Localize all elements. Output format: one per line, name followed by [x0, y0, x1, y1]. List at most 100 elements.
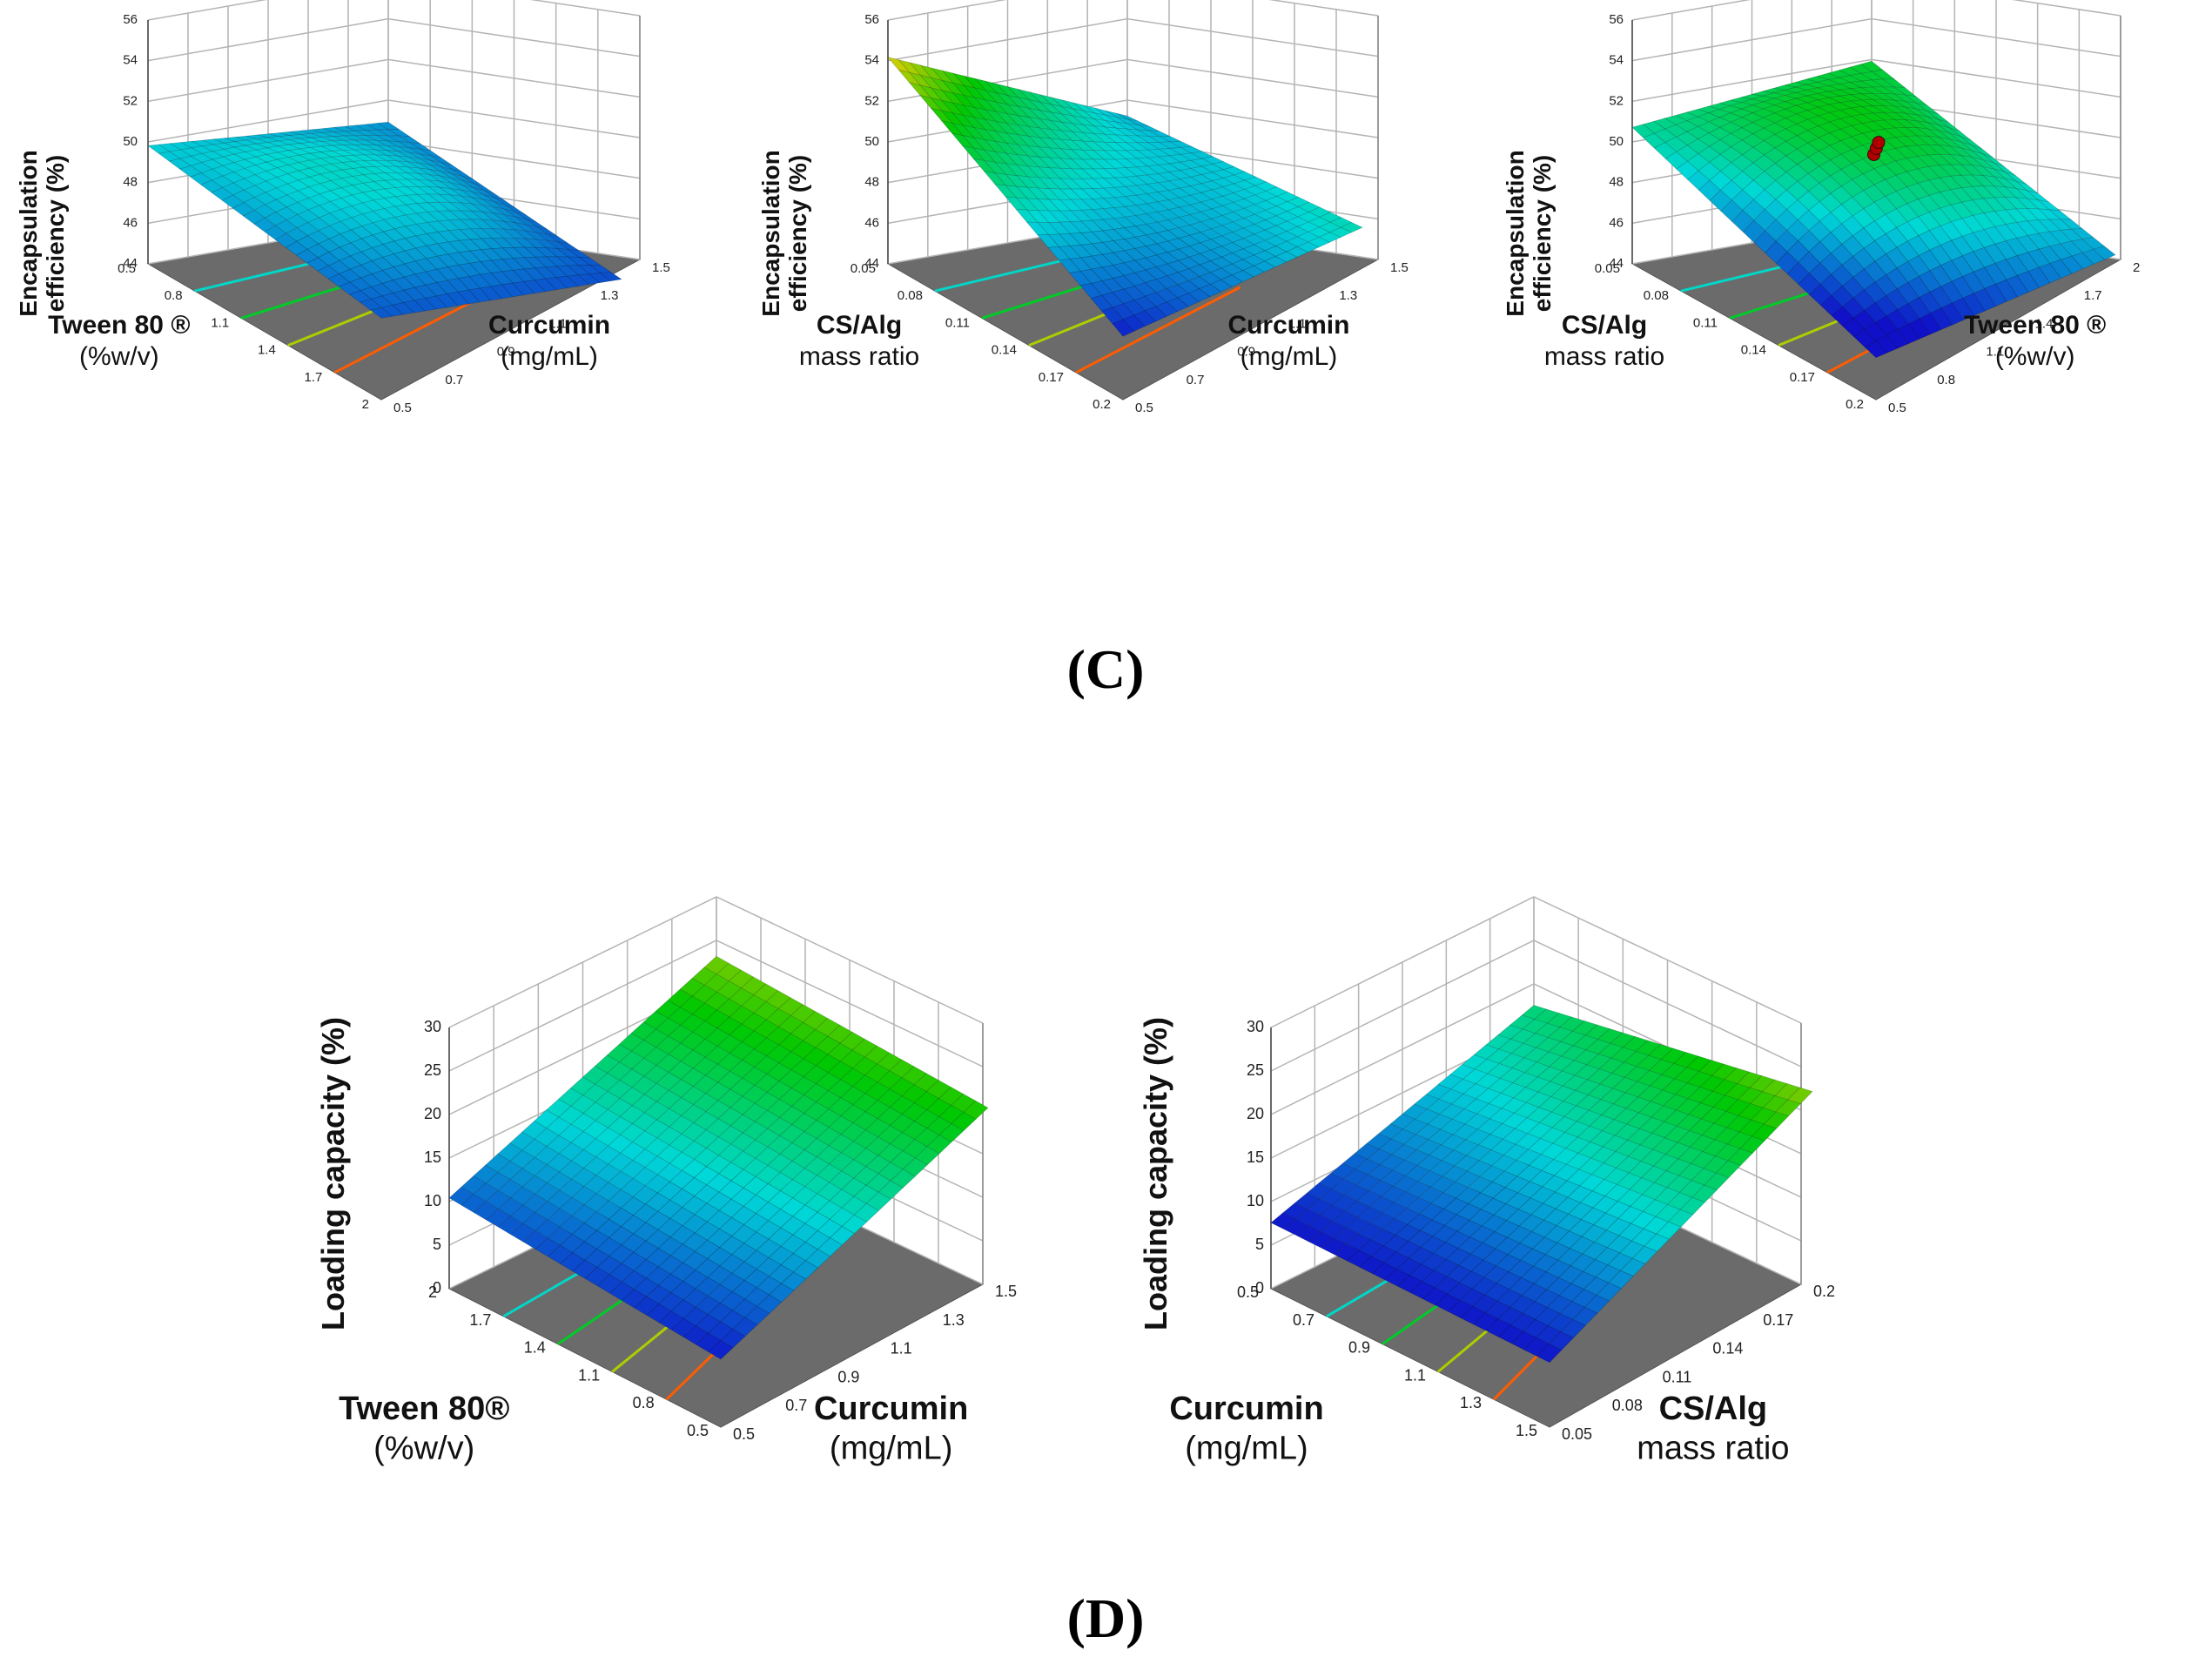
surface-facet	[829, 1226, 856, 1246]
surface-facet	[1286, 246, 1309, 258]
wall-gridline	[147, 58, 641, 103]
surface-facet	[544, 277, 568, 291]
surface-facet	[1242, 265, 1266, 278]
wall-gridline	[1631, 0, 2121, 21]
x-tick-label: 1.7	[469, 1311, 491, 1329]
z-axis-label-line: Encapsulation	[1502, 150, 1529, 316]
surface-facet	[479, 286, 502, 301]
z-tick-label: 54	[864, 53, 879, 68]
surface-facet	[512, 280, 535, 296]
y-tick-label: 1.3	[601, 288, 619, 303]
surface-facet	[1231, 270, 1254, 283]
y-tick-label: 1.1	[1288, 316, 1307, 331]
surface-chart-5: 30 25 20 15 10 5 0 Loading capacity (%) 0.5 0.7 0.…	[1138, 896, 1835, 1467]
y-axis-label: Tween 80 ® (%w/v)	[1964, 311, 2106, 371]
surface-facet	[732, 1317, 758, 1337]
surface-facet	[1328, 226, 1353, 238]
wall-gridline	[887, 0, 1379, 21]
z-tick-label: 50	[864, 134, 879, 149]
x-tick-label: 1.1	[1404, 1366, 1426, 1384]
y-tick-label: 1.3	[943, 1311, 965, 1329]
floor-contour	[1075, 286, 1241, 374]
y-tick-label: 1.1	[891, 1340, 912, 1357]
x-axis-label-line: (mg/mL)	[1185, 1431, 1308, 1467]
surface-facet	[1122, 314, 1146, 332]
z-tick-label: 54	[1609, 53, 1624, 68]
surface-chart-3: 56 54 52 50 48 46 44 Encapsulationefficiency (%…	[1502, 0, 2140, 415]
x-tick-label: 1.7	[305, 370, 323, 385]
z-tick-label: 30	[424, 1018, 441, 1035]
z-axis-label-line: Loading capacity (%)	[315, 1017, 351, 1330]
z-axis-label: Loading capacity (%)	[1138, 1017, 1173, 1330]
y-tick-label: 1.1	[1986, 345, 2004, 360]
x-axis-label-line: (%w/v)	[79, 342, 159, 371]
z-tick-label: 44	[1609, 256, 1624, 271]
surface-facet	[1340, 222, 1363, 233]
x-axis-label: CS/Alg mass ratio	[1544, 311, 1664, 371]
surface-chart-2: 56 54 52 50 48 46 44 Encapsulationefficiency (%…	[757, 0, 1409, 415]
surface-facet	[1177, 293, 1200, 307]
surface-facet	[555, 275, 579, 289]
y-tick-label: 0.7	[785, 1397, 807, 1414]
surface-chart-1: 56 54 52 50 48 46 44 Encapsulationefficiency (%…	[15, 0, 670, 415]
surface-facet	[926, 1135, 952, 1155]
z-tick-label: 15	[424, 1148, 441, 1166]
z-axis-label-line: Loading capacity (%)	[1138, 1017, 1173, 1330]
surface-facet	[1560, 1319, 1586, 1338]
surface-facet	[490, 284, 514, 300]
surface-facet	[447, 291, 469, 306]
y-tick-label: 0.2	[1813, 1283, 1835, 1300]
y-axis-label: Curcumin (mg/mL)	[814, 1391, 968, 1467]
panel-label-d: (D)	[1067, 1587, 1145, 1649]
surface-facet	[1133, 310, 1157, 327]
y-tick-label: 0.9	[1237, 345, 1255, 360]
x-tick-label: 0.2	[1846, 397, 1864, 412]
x-tick-label: 1.1	[578, 1366, 600, 1384]
y-tick-label: 0.17	[1763, 1311, 1793, 1329]
surface-facet	[534, 278, 557, 293]
surface-facet	[1727, 1148, 1753, 1166]
y-tick-label: 1.5	[652, 260, 670, 275]
x-tick-label: 0.5	[1237, 1283, 1259, 1301]
z-axis-label-line: Encapsulation	[757, 150, 784, 316]
x-tick-label: 0.11	[1693, 315, 1718, 330]
z-axis-label: Encapsulationefficiency (%)	[757, 150, 811, 316]
surface-facet	[1318, 232, 1341, 243]
z-tick-label: 10	[424, 1192, 441, 1209]
surface-facet	[817, 1237, 843, 1257]
x-tick-label: 0.05	[1595, 261, 1620, 276]
surface-facet	[1715, 1160, 1742, 1178]
z-axis-label: Loading capacity (%)	[315, 1017, 351, 1330]
y-tick-label: 0.5	[1135, 401, 1153, 415]
y-axis-label: Curcumin (mg/mL)	[1227, 311, 1349, 371]
x-tick-label: 1.5	[1516, 1422, 1537, 1439]
y-tick-label: 0.08	[1612, 1397, 1643, 1414]
surface-facet	[877, 1180, 904, 1200]
z-tick-label: 48	[1609, 175, 1624, 190]
z-tick-label: 52	[123, 93, 138, 108]
design-point	[1872, 136, 1886, 150]
y-axis-label-line: mass ratio	[1637, 1431, 1789, 1467]
z-axis-label: Encapsulationefficiency (%)	[15, 150, 69, 316]
x-tick-label: 0.5	[118, 261, 136, 276]
x-tick-label: 0.08	[1644, 288, 1669, 303]
y-axis-label: CS/Alg mass ratio	[1637, 1391, 1789, 1467]
x-tick-label: 0.8	[165, 288, 183, 303]
x-axis-label-line: mass ratio	[1544, 342, 1664, 371]
surface-facet	[1296, 241, 1320, 253]
x-axis-label-line: Curcumin	[1169, 1391, 1323, 1427]
x-tick-label: 2	[362, 397, 369, 412]
surface-facet	[1209, 279, 1233, 293]
x-axis-label: CS/Alg mass ratio	[799, 311, 919, 371]
y-tick-label: 0.05	[1562, 1425, 1592, 1443]
z-tick-label: 56	[1609, 12, 1624, 27]
surface-facet	[1548, 1331, 1575, 1351]
y-axis-label-line: CS/Alg	[1659, 1391, 1768, 1427]
x-axis-label: Tween 80 ® (%w/v)	[48, 311, 190, 371]
surface-facet	[1536, 1344, 1563, 1364]
z-tick-label: 54	[123, 53, 138, 68]
y-tick-label: 1.1	[548, 316, 567, 331]
y-axis-label-line: Tween 80 ®	[1964, 311, 2106, 340]
z-axis-label-line: efficiency (%)	[784, 155, 811, 313]
x-tick-label: 0.14	[992, 343, 1017, 358]
